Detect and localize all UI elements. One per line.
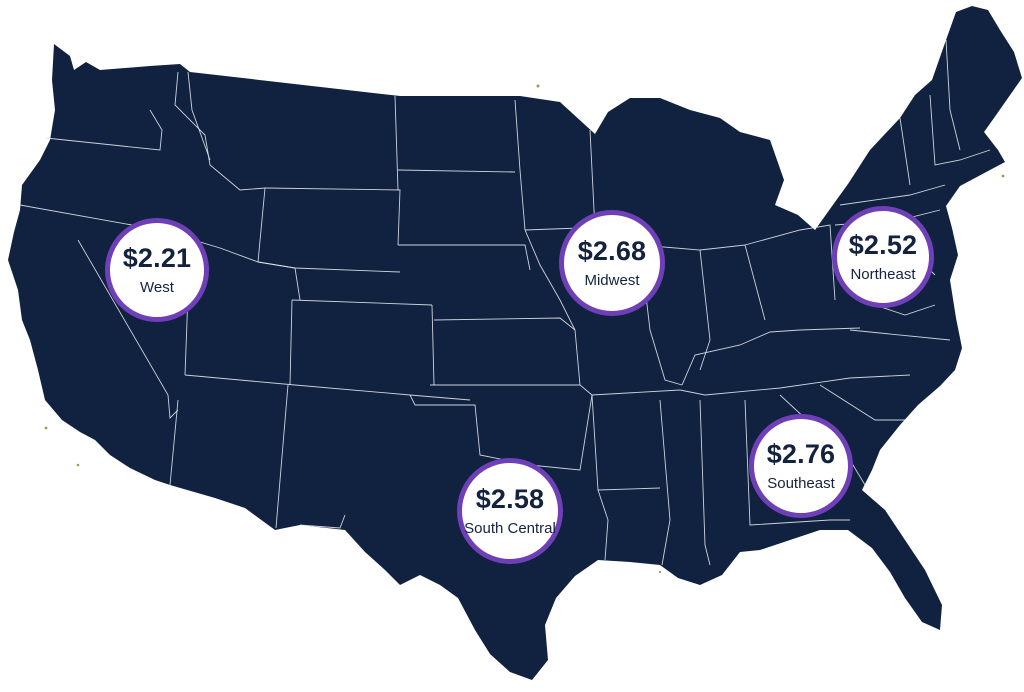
- us-landmass: [8, 6, 1022, 680]
- region-price: $2.52: [848, 230, 918, 260]
- region-badge-midwest: $2.68 Midwest: [559, 210, 665, 316]
- region-badge-west: $2.21 West: [105, 218, 209, 322]
- region-price: $2.21: [122, 243, 192, 273]
- region-price: $2.68: [577, 236, 647, 266]
- region-label: West: [140, 279, 174, 296]
- region-badge-northeast: $2.52 Northeast: [832, 206, 934, 308]
- state-borders: [19, 39, 991, 566]
- region-label: Southeast: [767, 475, 835, 492]
- region-badge-south-central: $2.58 South Central: [457, 458, 563, 564]
- islands: [44, 84, 1005, 574]
- region-label: Northeast: [850, 266, 916, 283]
- region-price: $2.76: [766, 439, 836, 469]
- region-label: South Central: [464, 520, 556, 537]
- region-badge-southeast: $2.76 Southeast: [749, 414, 853, 518]
- region-label: Midwest: [584, 272, 640, 289]
- region-price: $2.58: [475, 484, 545, 514]
